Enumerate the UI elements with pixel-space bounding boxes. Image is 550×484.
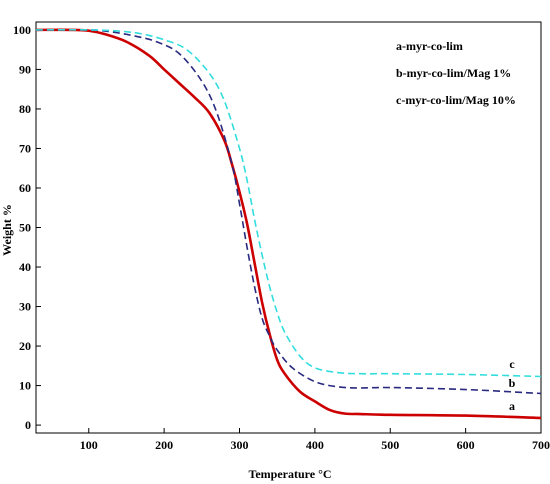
series-c-line: [35, 29, 542, 378]
x-axis-label: Temperature °C: [248, 467, 331, 481]
y-tick-label: 40: [19, 260, 31, 274]
series-a-label: a: [509, 399, 515, 413]
x-tick-label: 600: [457, 438, 475, 452]
y-axis-label: Weight %: [0, 204, 14, 256]
series-a-line: [35, 28, 542, 420]
series-c-label: c: [509, 357, 515, 371]
x-tick-label: 200: [155, 438, 173, 452]
y-tick-label: 50: [19, 221, 31, 235]
y-tick-label: 20: [19, 339, 31, 353]
y-tick-label: 10: [19, 379, 31, 393]
y-tick-label: 90: [19, 62, 31, 76]
x-tick-label: 500: [381, 438, 399, 452]
y-tick-label: 60: [19, 181, 31, 195]
x-tick-label: 100: [80, 438, 98, 452]
x-tick-label: 700: [532, 438, 550, 452]
y-tick-label: 80: [19, 102, 31, 116]
series-b-label: b: [509, 376, 516, 390]
y-tick-label: 30: [19, 300, 31, 314]
y-tick-label: 70: [19, 141, 31, 155]
series-layer: [35, 28, 542, 420]
legend-entry-b: b-myr-co-lim/Mag 1%: [396, 66, 511, 80]
curve-letters: abc: [509, 357, 516, 413]
y-axis-ticks: 0 10 20 30 40 50 60 70 80 90 100: [13, 23, 41, 432]
legend-entry-a: a-myr-co-lim: [396, 39, 463, 53]
x-tick-label: 400: [306, 438, 324, 452]
x-axis-ticks: 100 200 300 400 500 600 700: [80, 428, 550, 452]
legend-entry-c: c-myr-co-lim/Mag 10%: [396, 93, 516, 107]
plot-frame: [35, 21, 542, 434]
series-b-line: [35, 28, 542, 395]
y-tick-label: 0: [25, 418, 31, 432]
x-tick-label: 300: [231, 438, 249, 452]
y-tick-label: 100: [13, 23, 31, 37]
